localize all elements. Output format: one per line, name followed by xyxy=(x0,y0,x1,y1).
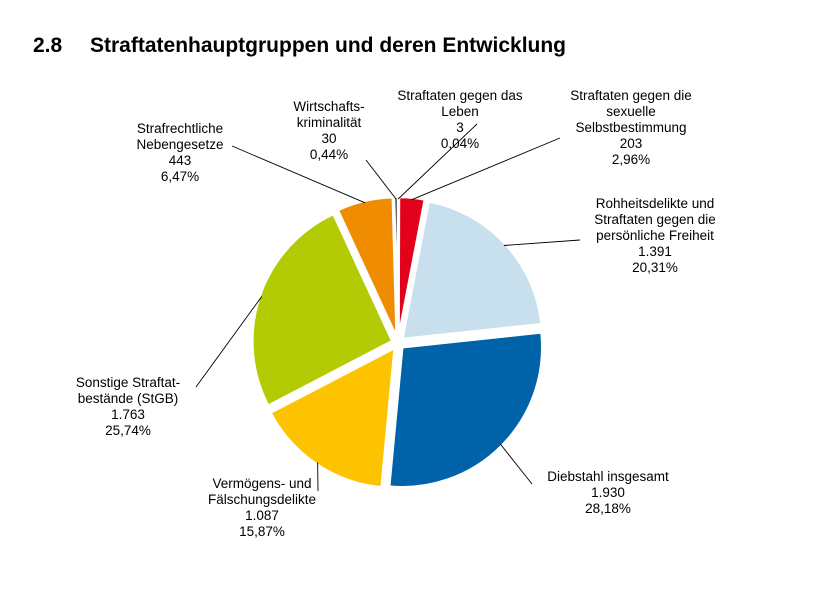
slice-category-8: Wirtschafts- xyxy=(293,99,364,114)
leader-line-8 xyxy=(365,159,397,200)
slice-percent-7: 6,47% xyxy=(161,169,199,184)
leader-line-1 xyxy=(397,123,478,200)
slice-value-4: 1.930 xyxy=(591,485,625,500)
pie-slices xyxy=(251,195,544,489)
leader-line-4 xyxy=(500,443,533,485)
slice-category-8: kriminalität xyxy=(297,115,362,130)
slice-category-2: Selbstbestimmung xyxy=(575,120,686,135)
slice-percent-3: 20,31% xyxy=(632,260,678,275)
leader-line-2 xyxy=(411,137,561,201)
pie-slice-5 xyxy=(268,345,397,489)
slice-value-6: 1.763 xyxy=(111,407,145,422)
pie-slice-6 xyxy=(251,212,394,408)
leader-line-3 xyxy=(503,239,581,246)
slice-label-5: Vermögens- und Fälschungsdelikte 1.087 15,8… xyxy=(208,476,316,539)
slice-label-3: Rohheitsdelikte und Straftaten gegen die p… xyxy=(594,196,716,275)
page-heading: 2.8 Straftatenhauptgruppen und deren Entw… xyxy=(33,34,566,58)
slice-category-7: Nebengesetze xyxy=(136,137,223,152)
slice-label-8: Wirtschafts-kriminalität 30 0,44% xyxy=(293,99,364,162)
slice-value-1: 3 xyxy=(456,120,464,135)
slice-category-1: Leben xyxy=(441,104,479,119)
section-title: Straftatenhauptgruppen und deren Entwick… xyxy=(90,34,567,57)
slice-labels: Straftaten gegen das Leben 3 0,04%Straftate… xyxy=(76,88,716,539)
slice-percent-5: 15,87% xyxy=(239,524,285,539)
slice-value-3: 1.391 xyxy=(638,244,672,259)
slice-category-2: Straftaten gegen die xyxy=(570,88,692,103)
slice-value-8: 30 xyxy=(321,131,336,146)
pie-slice-7 xyxy=(336,195,398,338)
slice-label-4: Diebstahl insgesamt 1.930 28,18% xyxy=(547,469,669,516)
pie-slice-3 xyxy=(400,199,544,341)
slice-percent-1: 0,04% xyxy=(441,136,479,151)
slice-percent-4: 28,18% xyxy=(585,501,631,516)
slice-category-3: persönliche Freiheit xyxy=(596,228,714,243)
slice-label-2: Straftaten gegen die sexuelle Selbstbestim… xyxy=(570,88,692,167)
slice-label-6: Sonstige Straftat-bestände (StGB) 1.763 25… xyxy=(76,375,180,438)
slice-label-7: Strafrechtliche Nebengesetze 443 6,47% xyxy=(136,121,223,184)
slice-category-7: Strafrechtliche xyxy=(137,121,223,136)
slice-percent-8: 0,44% xyxy=(310,147,348,162)
section-number: 2.8 xyxy=(33,34,63,57)
slice-percent-2: 2,96% xyxy=(612,152,650,167)
slice-category-3: Straftaten gegen die xyxy=(594,212,716,227)
slice-category-2: sexuelle xyxy=(606,104,656,119)
slice-value-7: 443 xyxy=(169,153,192,168)
slice-category-3: Rohheitsdelikte und xyxy=(596,196,715,211)
slice-category-5: Vermögens- und xyxy=(212,476,311,491)
leader-line-6 xyxy=(195,296,263,388)
slice-category-6: bestände (StGB) xyxy=(78,391,179,406)
slice-value-5: 1.087 xyxy=(245,508,279,523)
leader-line-7 xyxy=(231,145,366,204)
slice-percent-6: 25,74% xyxy=(105,423,151,438)
leader-lines xyxy=(195,123,581,492)
slice-label-1: Straftaten gegen das Leben 3 0,04% xyxy=(397,88,523,151)
slice-category-5: Fälschungsdelikte xyxy=(208,492,316,507)
slice-value-2: 203 xyxy=(620,136,643,151)
slice-category-4: Diebstahl insgesamt xyxy=(547,469,669,484)
pie-slice-4 xyxy=(387,331,544,489)
slice-category-1: Straftaten gegen das xyxy=(397,88,523,103)
slice-category-6: Sonstige Straftat- xyxy=(76,375,180,390)
